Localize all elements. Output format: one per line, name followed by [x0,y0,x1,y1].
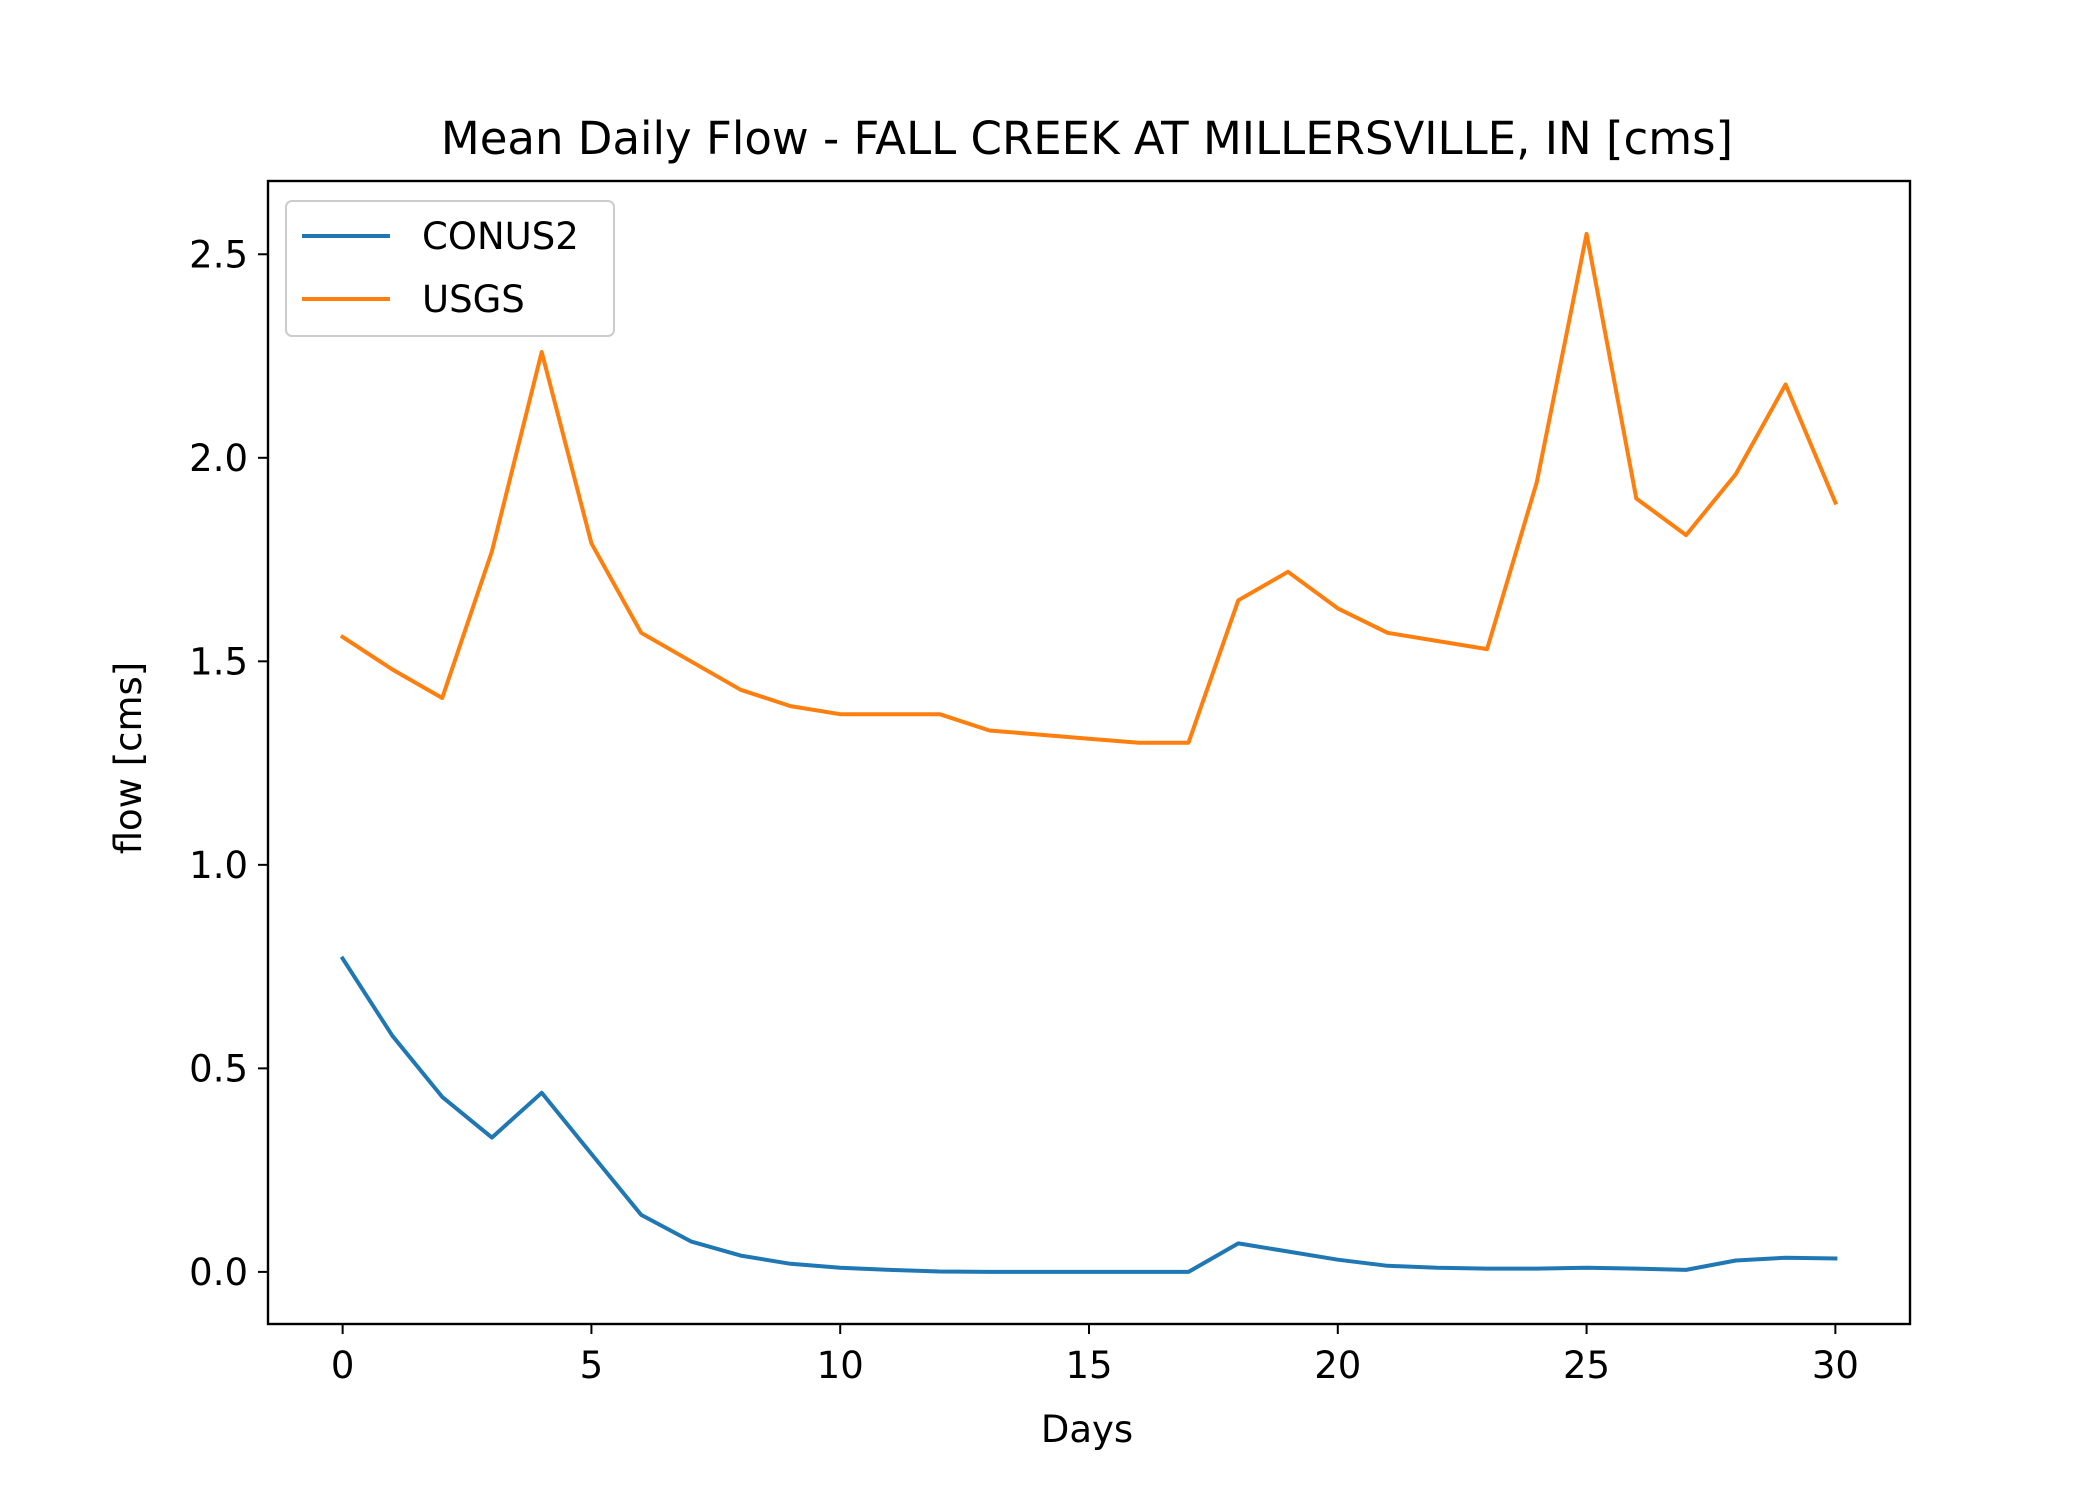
y-axis: 0.0 0.5 1.0 1.5 2.0 2.5 [189,233,268,1294]
legend-label-usgs: USGS [422,278,525,321]
x-tick-label: 30 [1812,1344,1859,1387]
x-axis-label: Days [1041,1408,1133,1451]
y-tick-label: 0.5 [189,1047,248,1090]
y-tick-label: 1.0 [189,844,248,887]
y-tick-label: 0.0 [189,1251,248,1294]
y-axis-label: flow [cms] [107,662,150,855]
legend: CONUS2 USGS [285,200,615,337]
x-tick-label: 15 [1065,1344,1112,1387]
x-tick-label: 5 [580,1344,604,1387]
x-tick-label: 20 [1314,1344,1361,1387]
chart-title: Mean Daily Flow - FALL CREEK AT MILLERSV… [441,112,1733,165]
x-tick-label: 25 [1563,1344,1610,1387]
series-line-conus2 [339,955,1838,1274]
y-tick-label: 2.0 [189,437,248,480]
x-axis: 0 5 10 15 20 25 30 [331,1324,1859,1387]
series-lines [339,231,1839,1274]
plot-frame [266,179,1912,1326]
y-tick-label: 1.5 [189,640,248,683]
x-tick-label: 10 [817,1344,864,1387]
series-line-usgs [339,231,1839,745]
legend-label-conus2: CONUS2 [422,215,579,258]
y-tick-label: 2.5 [189,233,248,276]
x-tick-label: 0 [331,1344,355,1387]
